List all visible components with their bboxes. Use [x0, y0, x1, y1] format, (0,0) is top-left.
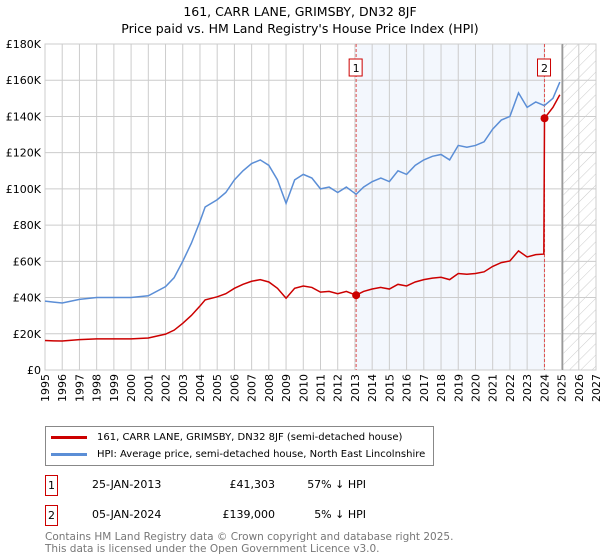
- x-tick-label: 2007: [246, 374, 259, 402]
- y-tick-label: £160K: [6, 74, 42, 87]
- legend-label: 161, CARR LANE, GRIMSBY, DN32 8JF (semi-…: [97, 432, 403, 443]
- x-tick-label: 2020: [469, 374, 482, 402]
- y-tick-label: £80K: [13, 219, 42, 232]
- x-tick-label: 2018: [435, 374, 448, 402]
- transaction-row: 2 05-JAN-2024 £139,000 5% ↓ HPI: [45, 505, 445, 526]
- y-tick-label: £140K: [6, 110, 42, 123]
- transaction-date: 25-JAN-2013: [92, 478, 162, 491]
- y-tick-label: £20K: [13, 328, 42, 341]
- x-tick-label: 2004: [194, 374, 207, 402]
- x-tick-label: 2012: [332, 374, 345, 402]
- chart-subtitle: Price paid vs. HM Land Registry's House …: [121, 21, 479, 36]
- y-tick-label: £120K: [6, 147, 42, 160]
- transaction-date: 05-JAN-2024: [92, 508, 162, 521]
- y-tick-label: £0: [27, 364, 41, 377]
- chart-title: 161, CARR LANE, GRIMSBY, DN32 8JF: [183, 4, 417, 19]
- annotation-box: [348, 58, 363, 77]
- hpi-line: [44, 81, 561, 304]
- red-line-swatch: [51, 436, 87, 439]
- transaction-price: £139,000: [222, 508, 276, 521]
- x-tick-label: 2009: [280, 374, 293, 402]
- x-tick-label: 2017: [418, 374, 431, 402]
- x-tick-label: 2010: [297, 374, 310, 402]
- legend-item-property: 161, CARR LANE, GRIMSBY, DN32 8JF (semi-…: [51, 429, 425, 446]
- x-tick-label: 1998: [91, 374, 104, 402]
- marker-badge: 1: [45, 475, 58, 496]
- x-tick-label: 2002: [160, 374, 173, 402]
- x-tick-label: 2021: [487, 374, 500, 402]
- x-tick-label: 1995: [39, 374, 52, 402]
- x-tick-label: 2005: [211, 374, 224, 402]
- property-price-line: [44, 94, 561, 342]
- legend: 161, CARR LANE, GRIMSBY, DN32 8JF (semi-…: [45, 426, 435, 466]
- x-tick-label: 1996: [56, 374, 69, 402]
- sale-point: [540, 114, 549, 123]
- transaction-row: 1 25-JAN-2013 £41,303 57% ↓ HPI: [45, 475, 445, 496]
- x-tick-label: 2001: [142, 374, 155, 402]
- annotation-label: 2: [541, 62, 548, 75]
- x-tick-label: 1997: [73, 374, 86, 402]
- sale-point: [352, 291, 361, 300]
- x-tick-label: 2014: [366, 374, 379, 402]
- footer: Contains HM Land Registry data © Crown c…: [45, 531, 453, 555]
- x-tick-label: 2019: [452, 374, 465, 402]
- x-tick-label: 2024: [538, 374, 551, 402]
- annotation-box: [537, 58, 552, 77]
- x-tick-label: 2026: [573, 374, 586, 402]
- y-tick-label: £60K: [13, 255, 42, 268]
- licence-text: This data is licensed under the Open Gov…: [45, 543, 380, 555]
- transaction-hpi: 57% ↓ HPI: [307, 478, 366, 491]
- x-tick-label: 2015: [383, 374, 396, 402]
- annotation-label: 1: [353, 62, 360, 75]
- x-tick-label: 2008: [263, 374, 276, 402]
- price-chart: 1995 1996 1997 1998 1999 2000 2001 2002 2003 2004…: [6, 38, 600, 402]
- plot-border: [44, 43, 597, 371]
- y-tick-label: £100K: [6, 183, 42, 196]
- x-tick-label: 2016: [401, 374, 414, 402]
- marker-badge: 2: [45, 505, 58, 526]
- forecast-hatch: [563, 44, 596, 370]
- y-tick-label: £180K: [6, 38, 42, 51]
- x-tick-label: 2025: [556, 374, 569, 402]
- transaction-price: £41,303: [229, 478, 276, 491]
- x-tick-label: 1999: [108, 374, 121, 402]
- blue-line-swatch: [51, 453, 87, 456]
- highlight-region: [356, 44, 545, 370]
- x-tick-label: 2000: [125, 374, 138, 402]
- y-tick-label: £40K: [13, 292, 42, 305]
- x-tick-label: 2023: [521, 374, 534, 402]
- x-tick-label: 2013: [349, 374, 362, 402]
- x-tick-label: 2003: [177, 374, 190, 402]
- x-tick-label: 2022: [504, 374, 517, 402]
- x-tick-label: 2011: [315, 374, 328, 402]
- transaction-hpi: 5% ↓ HPI: [314, 508, 366, 521]
- x-tick-label: 2006: [228, 374, 241, 402]
- copyright-text: Contains HM Land Registry data © Crown c…: [45, 531, 454, 543]
- legend-label: HPI: Average price, semi-detached house,…: [97, 449, 426, 460]
- x-tick-label: 2027: [590, 374, 600, 402]
- legend-item-hpi: HPI: Average price, semi-detached house,…: [51, 446, 425, 463]
